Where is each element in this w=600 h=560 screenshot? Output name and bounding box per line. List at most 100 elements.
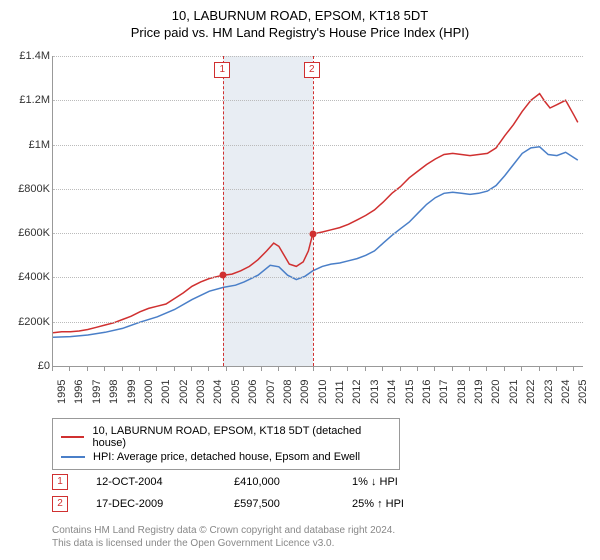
x-axis-label: 2011 <box>334 386 346 404</box>
x-axis-label: 1995 <box>56 386 68 404</box>
y-axis-label: £800K <box>6 183 50 195</box>
x-tick <box>69 366 70 371</box>
x-tick <box>226 366 227 371</box>
sale-price: £597,500 <box>234 498 324 510</box>
sale-hpi: 25% ↑ HPI <box>352 498 442 510</box>
x-axis-label: 2003 <box>195 386 207 404</box>
marker-line <box>313 56 314 366</box>
legend-box: 10, LABURNUM ROAD, EPSOM, KT18 5DT (deta… <box>52 418 400 470</box>
x-tick <box>52 366 53 371</box>
x-tick <box>261 366 262 371</box>
x-axis-label: 2002 <box>178 386 190 404</box>
x-tick <box>313 366 314 371</box>
y-axis-label: £1.2M <box>6 94 50 106</box>
sale-date: 12-OCT-2004 <box>96 476 206 488</box>
legend-label: HPI: Average price, detached house, Epso… <box>93 451 360 463</box>
x-axis-label: 2024 <box>560 386 572 404</box>
chart-subtitle: Price paid vs. HM Land Registry's House … <box>0 23 600 40</box>
sale-date: 17-DEC-2009 <box>96 498 206 510</box>
gridline <box>53 56 583 57</box>
x-tick <box>573 366 574 371</box>
x-tick <box>486 366 487 371</box>
x-tick <box>504 366 505 371</box>
gridline <box>53 100 583 101</box>
x-axis-label: 2001 <box>160 386 172 404</box>
x-axis-label: 2014 <box>386 386 398 404</box>
x-axis-label: 1999 <box>126 386 138 404</box>
x-axis-label: 2016 <box>421 386 433 404</box>
gridline <box>53 277 583 278</box>
x-axis-label: 2013 <box>369 386 381 404</box>
series-property <box>53 94 578 333</box>
x-axis-label: 1997 <box>91 386 103 404</box>
x-axis-label: 2017 <box>438 386 450 404</box>
x-axis-label: 1998 <box>108 386 120 404</box>
legend-swatch <box>61 436 84 438</box>
chart-area <box>52 56 582 366</box>
x-axis-label: 1996 <box>73 386 85 404</box>
x-tick <box>539 366 540 371</box>
sale-hpi: 1% ↓ HPI <box>352 476 442 488</box>
x-tick <box>122 366 123 371</box>
x-tick <box>295 366 296 371</box>
x-axis-label: 2020 <box>490 386 502 404</box>
sale-point <box>309 230 316 237</box>
x-tick <box>243 366 244 371</box>
x-axis-label: 2021 <box>508 386 520 404</box>
legend-label: 10, LABURNUM ROAD, EPSOM, KT18 5DT (deta… <box>92 425 391 449</box>
x-tick <box>521 366 522 371</box>
sale-marker-box: 1 <box>52 474 68 490</box>
marker-line <box>223 56 224 366</box>
y-axis-label: £400K <box>6 271 50 283</box>
sale-price: £410,000 <box>234 476 324 488</box>
x-tick <box>104 366 105 371</box>
legend-item: 10, LABURNUM ROAD, EPSOM, KT18 5DT (deta… <box>61 425 391 449</box>
series-hpi <box>53 147 578 337</box>
y-axis-label: £1M <box>6 139 50 151</box>
x-axis-label: 2019 <box>473 386 485 404</box>
x-axis-label: 2015 <box>404 386 416 404</box>
x-tick <box>156 366 157 371</box>
y-axis-label: £200K <box>6 316 50 328</box>
sales-row: 2 17-DEC-2009 £597,500 25% ↑ HPI <box>52 496 442 512</box>
x-tick <box>87 366 88 371</box>
sale-point <box>220 272 227 279</box>
x-tick <box>174 366 175 371</box>
x-tick <box>330 366 331 371</box>
sales-row: 1 12-OCT-2004 £410,000 1% ↓ HPI <box>52 474 442 490</box>
marker-box: 2 <box>304 62 320 78</box>
x-tick <box>452 366 453 371</box>
sales-table: 1 12-OCT-2004 £410,000 1% ↓ HPI 2 17-DEC… <box>52 468 442 518</box>
legend-swatch <box>61 456 85 458</box>
footer-line: This data is licensed under the Open Gov… <box>52 537 395 550</box>
line-series-svg <box>53 56 583 366</box>
x-tick <box>469 366 470 371</box>
y-axis-label: £0 <box>6 360 50 372</box>
chart-title: 10, LABURNUM ROAD, EPSOM, KT18 5DT <box>0 0 600 23</box>
x-tick <box>382 366 383 371</box>
x-axis-label: 2004 <box>212 386 224 404</box>
chart-container: 10, LABURNUM ROAD, EPSOM, KT18 5DT Price… <box>0 0 600 560</box>
x-axis-label: 2010 <box>317 386 329 404</box>
x-axis-label: 2007 <box>265 386 277 404</box>
x-axis-label: 2009 <box>299 386 311 404</box>
x-axis-label: 2018 <box>456 386 468 404</box>
legend-item: HPI: Average price, detached house, Epso… <box>61 451 391 463</box>
x-tick <box>191 366 192 371</box>
x-axis-label: 2022 <box>525 386 537 404</box>
x-tick <box>208 366 209 371</box>
x-tick <box>365 366 366 371</box>
y-axis-label: £1.4M <box>6 50 50 62</box>
x-axis-label: 2005 <box>230 386 242 404</box>
x-axis-label: 2023 <box>543 386 555 404</box>
x-tick <box>347 366 348 371</box>
x-axis-label: 2012 <box>351 386 363 404</box>
x-tick <box>139 366 140 371</box>
gridline <box>53 189 583 190</box>
x-axis-label: 2025 <box>577 386 589 404</box>
footer-attribution: Contains HM Land Registry data © Crown c… <box>52 524 395 550</box>
x-axis-label: 2008 <box>282 386 294 404</box>
x-tick <box>278 366 279 371</box>
plot-area <box>52 56 583 367</box>
x-tick <box>417 366 418 371</box>
